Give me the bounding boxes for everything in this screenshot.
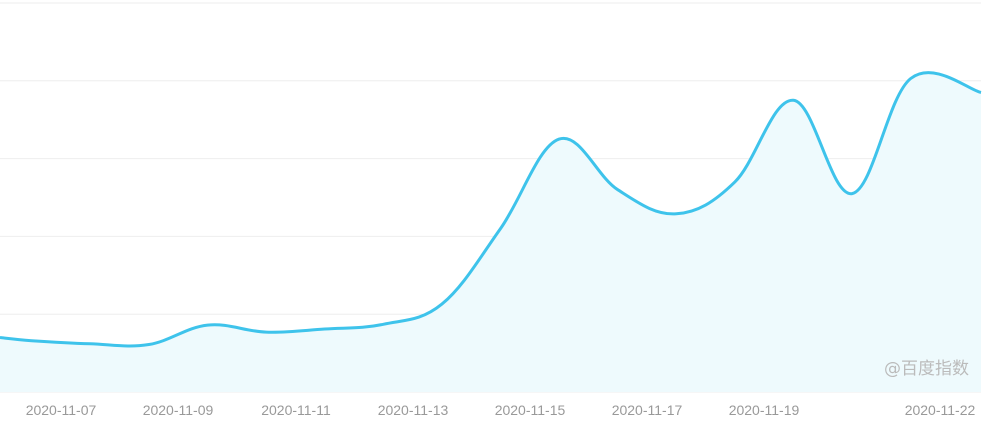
x-tick-label: 2020-11-11 xyxy=(261,402,331,418)
watermark: @百度指数 xyxy=(884,359,969,379)
series-area xyxy=(0,72,981,392)
x-tick-label: 2020-11-19 xyxy=(729,402,800,418)
x-axis-ticks: 2020-11-07 2020-11-09 2020-11-11 2020-11-13… xyxy=(26,402,976,418)
x-tick-label: 2020-11-17 xyxy=(612,402,683,418)
series-line xyxy=(0,71,982,348)
x-tick-label: 2020-11-15 xyxy=(495,402,566,418)
x-tick-label: 2020-11-13 xyxy=(378,402,449,418)
x-tick-label: 2020-11-07 xyxy=(26,402,97,418)
x-tick-label: 2020-11-09 xyxy=(143,402,214,418)
x-tick-label: 2020-11-22 xyxy=(905,402,976,418)
